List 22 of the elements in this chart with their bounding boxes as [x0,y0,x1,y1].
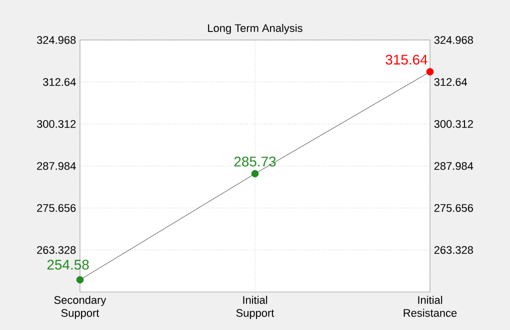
y2-tick-label: 275.656 [434,204,473,212]
y-tick-label: 287.984 [37,162,76,170]
point [76,276,84,284]
data-label: 254.58 [47,260,89,270]
point [426,68,434,76]
x-tick-label: Secondary Support [54,296,106,320]
x-tick-label: Initial Support [236,296,274,320]
data-label: 315.64 [386,54,428,65]
y2-tick-label: 263.328 [434,246,473,254]
point [251,170,259,178]
y2-tick-label: 312.64 [434,78,468,86]
y-tick-label: 312.64 [43,78,76,86]
data-label: 285.73 [234,156,276,167]
y-tick-label: 300.312 [36,120,76,128]
x-tick-label: Initial Resistance [404,296,457,317]
y-tick-label: 263.328 [37,246,76,254]
chart-title: Long Term Analysis [208,24,302,34]
y2-tick-label: 300.312 [434,120,473,128]
y2-tick-label: 324.968 [434,36,473,44]
y-tick-label: 324.968 [36,36,76,44]
y-tick-label: 275.656 [37,204,76,212]
y2-tick-label: 287.984 [434,162,474,170]
